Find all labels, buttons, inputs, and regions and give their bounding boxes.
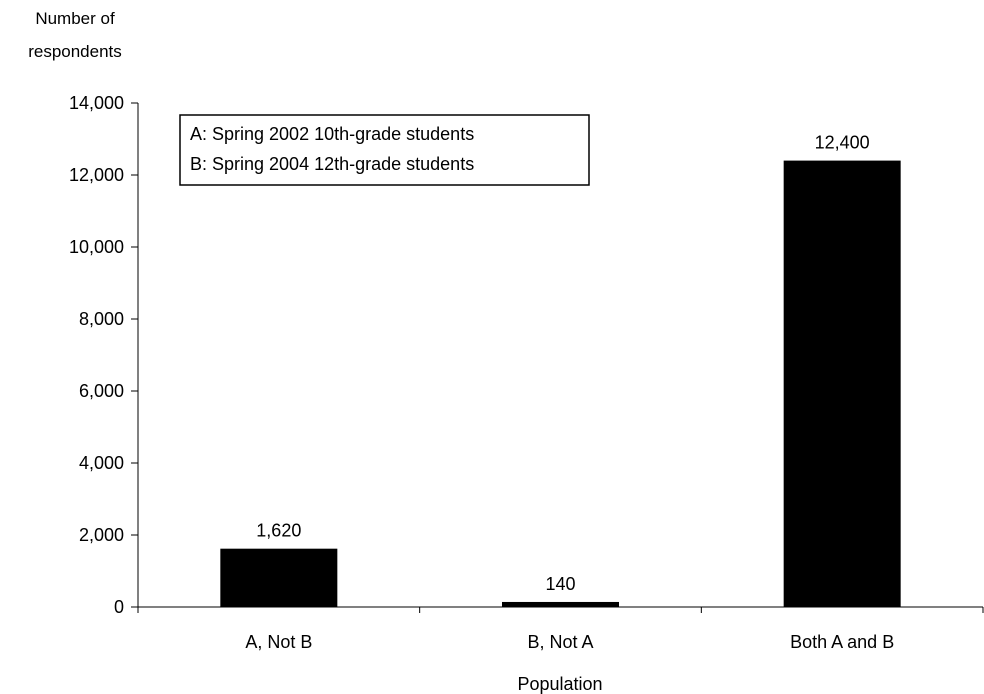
y-tick-label: 10,000 <box>69 237 124 257</box>
y-tick-label: 6,000 <box>79 381 124 401</box>
y-tick-label: 2,000 <box>79 525 124 545</box>
bar <box>502 601 619 607</box>
y-tick-label: 8,000 <box>79 309 124 329</box>
x-axis-ticks <box>137 607 984 613</box>
x-axis-title: Population <box>517 674 602 694</box>
data-label: 12,400 <box>815 133 870 153</box>
x-category-label: Both A and B <box>790 632 894 652</box>
x-category-label: B, Not A <box>527 632 593 652</box>
bar <box>220 548 338 607</box>
y-tick-label: 4,000 <box>79 453 124 473</box>
legend-entry-a: A: Spring 2002 10th-grade students <box>190 124 474 144</box>
bars <box>220 160 901 607</box>
data-labels: 1,620 140 12,400 <box>256 133 869 594</box>
y-axis-title-line-1: Number of <box>35 9 115 28</box>
bar <box>783 160 901 607</box>
data-label: 1,620 <box>256 521 301 541</box>
legend: A: Spring 2002 10th-grade students B: Sp… <box>179 114 590 186</box>
y-tick-label: 14,000 <box>69 93 124 113</box>
legend-box <box>179 114 590 186</box>
x-category-label: A, Not B <box>245 632 312 652</box>
y-axis-ticks: 0 2,000 4,000 6,000 8,000 10,000 12,000 14,000 <box>69 93 138 617</box>
y-tick-label: 0 <box>114 597 124 617</box>
x-axis-category-labels: A, Not B B, Not A Both A and B <box>245 632 894 652</box>
data-label: 140 <box>545 574 575 594</box>
y-axis-title-line-2: respondents <box>28 42 122 61</box>
legend-entry-b: B: Spring 2004 12th-grade students <box>190 154 474 174</box>
y-tick-label: 12,000 <box>69 165 124 185</box>
